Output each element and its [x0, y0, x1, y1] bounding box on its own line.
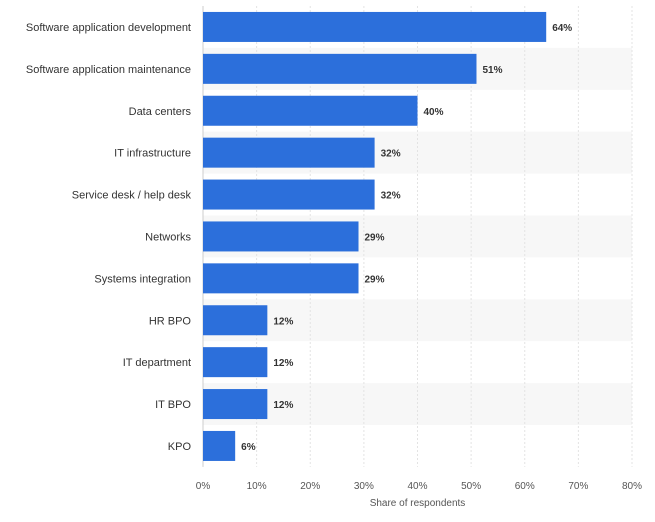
x-tick-label: 50%: [461, 481, 481, 492]
x-tick-labels: 0% 10% 20% 30% 40% 50% 60% 70% 80%: [196, 481, 642, 492]
bar: [203, 54, 476, 84]
bar: [203, 221, 359, 251]
bar: [203, 180, 375, 210]
value-label: 32%: [381, 149, 401, 160]
value-label: 64%: [552, 23, 572, 34]
category-label: Networks: [145, 231, 191, 243]
bar: [203, 305, 267, 335]
category-label: IT department: [123, 357, 191, 369]
category-label: Systems integration: [94, 273, 191, 285]
category-label: Software application maintenance: [26, 64, 191, 76]
chart-container: Software application development Software…: [0, 0, 655, 517]
category-label: IT infrastructure: [114, 148, 191, 160]
category-label: IT BPO: [155, 399, 191, 411]
value-label: 12%: [273, 316, 293, 327]
bar: [203, 263, 359, 293]
category-label: KPO: [168, 441, 192, 453]
bar: [203, 431, 235, 461]
category-label: Service desk / help desk: [72, 190, 192, 202]
value-label: 32%: [381, 191, 401, 202]
bar: [203, 96, 418, 126]
value-label: 12%: [273, 358, 293, 369]
value-label: 40%: [424, 107, 444, 118]
x-tick-label: 30%: [354, 481, 374, 492]
value-label: 29%: [365, 274, 385, 285]
value-label: 51%: [482, 65, 502, 76]
bar: [203, 12, 546, 42]
x-tick-label: 10%: [247, 481, 267, 492]
category-label: Data centers: [129, 106, 192, 118]
x-tick-label: 70%: [568, 481, 588, 492]
category-labels: Software application development Software…: [26, 22, 192, 453]
x-tick-label: 60%: [515, 481, 535, 492]
category-label: HR BPO: [149, 315, 192, 327]
x-tick-label: 80%: [622, 481, 642, 492]
x-axis-title: Share of respondents: [370, 498, 466, 509]
bar: [203, 389, 267, 419]
value-label: 6%: [241, 442, 256, 453]
bar: [203, 347, 267, 377]
x-tick-label: 20%: [300, 481, 320, 492]
value-label: 29%: [365, 232, 385, 243]
category-label: Software application development: [26, 22, 191, 34]
bar-chart: Software application development Software…: [0, 0, 655, 517]
bar: [203, 138, 375, 168]
x-tick-label: 0%: [196, 481, 211, 492]
x-tick-label: 40%: [407, 481, 427, 492]
value-label: 12%: [273, 400, 293, 411]
